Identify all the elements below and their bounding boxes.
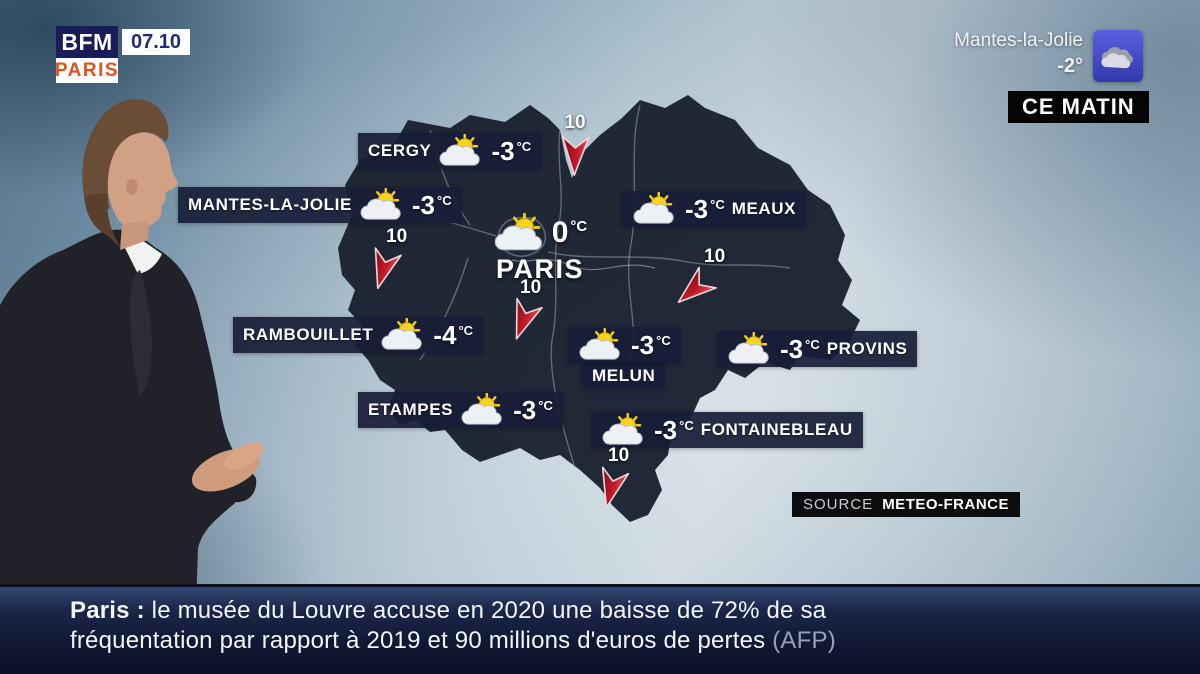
station-temperature: -3 °C bbox=[631, 330, 671, 360]
seine-river-line bbox=[511, 258, 656, 271]
ticker-line-1: Paris : le musée du Louvre accuse en 202… bbox=[70, 597, 827, 624]
presenter-hair bbox=[82, 99, 169, 209]
wind-arrow-east: 10 bbox=[669, 246, 725, 314]
station-temperature: -4 °C bbox=[433, 320, 474, 350]
time-of-day-banner: CE MATIN bbox=[1008, 91, 1149, 123]
sun-cloud-icon bbox=[359, 188, 402, 221]
presenter-suit bbox=[0, 229, 257, 608]
station-cergy: CERGY -3 °C bbox=[358, 133, 542, 169]
sun-cloud-icon bbox=[601, 413, 644, 446]
clock: 07.10 bbox=[122, 29, 191, 55]
weather-presenter bbox=[0, 99, 264, 608]
data-source-badge: SOURCE METEO-FRANCE bbox=[792, 492, 1021, 517]
station-temperature: -3 °C bbox=[411, 190, 452, 220]
channel-branding: BFM 07.10 PARIS bbox=[55, 26, 191, 83]
presenter-tie bbox=[130, 270, 152, 396]
sun-cloud-icon bbox=[439, 134, 481, 167]
sun-cloud-icon bbox=[727, 332, 770, 365]
bfm-region-logo: PARIS bbox=[55, 58, 118, 83]
presenter-neck bbox=[120, 221, 149, 250]
current-temperature: -2° bbox=[1057, 55, 1083, 77]
wind-dart-icon bbox=[560, 135, 590, 177]
bfm-logo: BFM bbox=[56, 26, 118, 58]
station-temperature: -3 °C bbox=[513, 395, 553, 425]
wind-arrow-north: 10 bbox=[552, 112, 598, 177]
ticker-line-2: fréquentation par rapport à 2019 et 90 m… bbox=[70, 627, 836, 654]
ticker-tag: Paris bbox=[70, 597, 130, 624]
presenter-ear bbox=[126, 178, 138, 195]
station-temperature: -3 °C bbox=[780, 334, 820, 364]
station-provins: -3 °C PROVINS bbox=[717, 331, 918, 367]
wind-dart-icon bbox=[364, 247, 402, 293]
sun-cloud-icon bbox=[381, 318, 423, 351]
cloud-icon bbox=[1093, 30, 1143, 82]
wind-dart-icon bbox=[503, 297, 543, 345]
wind-arrow-center: 10 bbox=[502, 277, 548, 345]
wind-arrow-south: 10 bbox=[592, 445, 638, 512]
current-city-label: Mantes-la-Jolie bbox=[954, 30, 1083, 51]
presenter-hair-back bbox=[84, 193, 121, 248]
sun-cloud-icon bbox=[493, 213, 543, 252]
news-ticker: Paris : le musée du Louvre accuse en 202… bbox=[0, 584, 1200, 674]
presenter-fingers bbox=[224, 442, 264, 470]
wind-dart-icon bbox=[669, 266, 717, 314]
sun-cloud-icon bbox=[460, 393, 503, 426]
station-fontainebleau: -3 °C FONTAINEBLEAU bbox=[591, 412, 863, 448]
wind-dart-icon bbox=[592, 466, 630, 512]
station-name-label: MELUN bbox=[582, 363, 666, 389]
presenter-face bbox=[107, 132, 178, 229]
station-mantes-la-jolie: MANTES-LA-JOLIE -3 °C bbox=[178, 187, 462, 223]
station-temperature: 0 °C bbox=[551, 216, 588, 249]
current-conditions: Mantes-la-Jolie -2° bbox=[954, 30, 1143, 82]
wind-arrow-west: 10 bbox=[362, 226, 408, 293]
station-paris: 0 °C PARIS bbox=[455, 213, 625, 285]
station-meaux: -3 °C MEAUX bbox=[622, 191, 807, 227]
sun-cloud-icon bbox=[578, 328, 621, 361]
sun-cloud-icon bbox=[632, 192, 675, 225]
presenter-shirt bbox=[124, 236, 162, 274]
station-melun: -3 °C MELUN bbox=[568, 327, 681, 389]
station-etampes: ETAMPES -3 °C bbox=[358, 392, 563, 428]
station-temperature: -3 °C bbox=[654, 415, 694, 445]
station-rambouillet: RAMBOUILLET -4 °C bbox=[233, 317, 484, 353]
station-temperature: -3 °C bbox=[685, 194, 725, 224]
station-temperature: -3 °C bbox=[491, 136, 532, 166]
ticker-attribution: (AFP) bbox=[772, 627, 836, 654]
